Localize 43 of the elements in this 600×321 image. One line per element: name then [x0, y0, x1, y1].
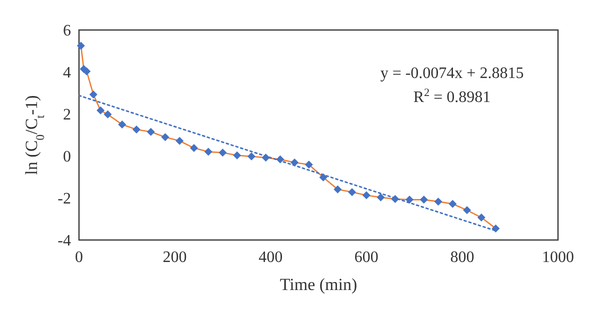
point — [376, 193, 385, 202]
point — [118, 120, 126, 128]
y-tick-label: -2 — [58, 190, 71, 208]
x-tick-label: 0 — [75, 249, 83, 266]
x-tick-label: 1000 — [542, 249, 574, 266]
annotation: y = -0.0074x + 2.8815 — [380, 65, 524, 82]
point — [348, 188, 356, 196]
y-tick-label: 0 — [63, 148, 71, 166]
y-tick-label: 4 — [63, 64, 71, 82]
point — [362, 191, 370, 200]
point — [290, 158, 299, 167]
point — [190, 144, 198, 152]
point — [89, 90, 98, 98]
x-tick-label: 800 — [450, 249, 474, 266]
point — [204, 148, 212, 156]
point — [334, 185, 342, 194]
point — [492, 224, 500, 232]
y-tick-label: 6 — [63, 22, 71, 40]
point — [420, 196, 428, 204]
x-axis-title: Time (min) — [280, 275, 358, 294]
x-tick-label: 200 — [162, 249, 187, 266]
point — [434, 198, 442, 206]
point — [104, 110, 112, 118]
point — [319, 173, 328, 182]
point — [176, 136, 184, 145]
x-tick-label: 600 — [354, 249, 378, 266]
y-tick-label: 2 — [63, 106, 71, 124]
point — [218, 148, 227, 157]
point — [96, 106, 105, 114]
point — [161, 133, 170, 142]
point — [477, 214, 486, 222]
point — [132, 126, 140, 134]
point — [448, 200, 457, 208]
point — [76, 42, 85, 50]
point — [304, 160, 313, 169]
point — [146, 128, 155, 136]
x-tick-label: 400 — [258, 249, 283, 266]
point — [247, 152, 256, 160]
point — [462, 206, 471, 214]
point — [406, 196, 414, 204]
annotation: R$^{2}$ = 0.8981 — [413, 87, 491, 106]
point — [233, 151, 242, 160]
y-tick-label: -4 — [58, 232, 71, 250]
